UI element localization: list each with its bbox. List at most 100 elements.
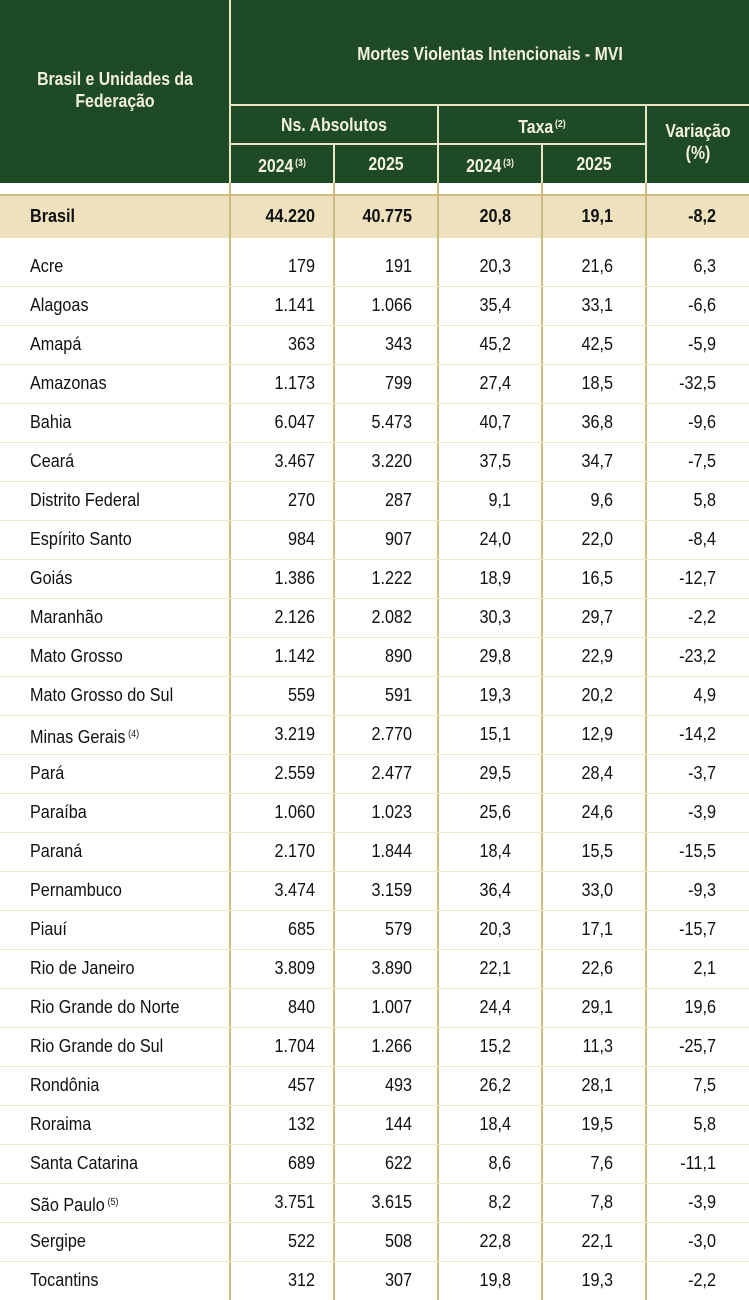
header-divider <box>333 145 335 183</box>
cell-rate-2025: 15,5 <box>581 841 613 861</box>
cell-rate-2024: 36,4 <box>479 880 511 900</box>
cell-abs-2024: 2.559 <box>274 763 315 783</box>
state-name: Amapá <box>30 334 82 354</box>
cell-abs-2025: 622 <box>384 1153 412 1173</box>
cell-rate-2024: 15,2 <box>479 1036 511 1056</box>
cell-rate-2024: 19,8 <box>479 1270 511 1290</box>
state-name: Maranhão <box>30 607 103 627</box>
col-2024-abs: 2024 (3) <box>258 156 306 176</box>
cell-abs-2025: 493 <box>384 1075 412 1095</box>
cell-abs-2024: 522 <box>287 1231 315 1251</box>
row-separator <box>0 1027 749 1028</box>
cell-abs-2024: 3.219 <box>274 724 315 744</box>
cell-rate-2025: 7,6 <box>590 1153 613 1173</box>
cell-abs-2024: 1.060 <box>274 802 315 822</box>
cell-rate-2025: 33,1 <box>581 295 613 315</box>
cell-abs-2024: 270 <box>287 490 315 510</box>
cell-abs-2025: 1.007 <box>371 997 412 1017</box>
cell-rate-2024: 9,1 <box>488 490 511 510</box>
cell-abs-2024: 3.751 <box>274 1192 315 1212</box>
state-name: Rio Grande do Sul <box>30 1036 164 1056</box>
cell-rate-2024: 35,4 <box>479 295 511 315</box>
cell-abs-2024: 457 <box>287 1075 315 1095</box>
total-abs-2025: 40.775 <box>362 206 412 226</box>
header-divider <box>645 106 647 183</box>
state-name: Ceará <box>30 451 75 471</box>
cell-abs-2024: 1.386 <box>274 568 315 588</box>
cell-rate-2025: 22,6 <box>581 958 613 978</box>
cell-rate-2024: 37,5 <box>479 451 511 471</box>
row-separator <box>0 559 749 560</box>
row-separator <box>0 481 749 482</box>
cell-rate-2024: 18,4 <box>479 841 511 861</box>
cell-rate-2025: 36,8 <box>581 412 613 432</box>
cell-rate-2025: 21,6 <box>581 256 613 276</box>
row-separator <box>0 520 749 521</box>
header-divider <box>541 145 543 183</box>
cell-rate-2025: 22,9 <box>581 646 613 666</box>
state-name: Rio de Janeiro <box>30 958 135 978</box>
cell-abs-2024: 2.126 <box>274 607 315 627</box>
state-name: Distrito Federal <box>30 490 140 510</box>
column-divider <box>645 183 647 1300</box>
cell-abs-2024: 2.170 <box>274 841 315 861</box>
cell-variation: -7,5 <box>688 451 716 471</box>
state-name: Piauí <box>30 919 67 939</box>
cell-rate-2024: 26,2 <box>479 1075 511 1095</box>
cell-variation: 2,1 <box>693 958 716 978</box>
total-rate-2025: 19,1 <box>581 206 613 226</box>
cell-variation: -3,9 <box>688 1192 716 1212</box>
cell-rate-2024: 29,8 <box>479 646 511 666</box>
cell-abs-2025: 191 <box>384 256 412 276</box>
cell-abs-2025: 3.890 <box>371 958 412 978</box>
state-name: São Paulo (5) <box>30 1195 119 1215</box>
indicator-title: Mortes Violentas Intencionais - MVI <box>357 44 623 64</box>
cell-abs-2025: 1.844 <box>371 841 412 861</box>
column-divider <box>437 183 439 1300</box>
cell-abs-2025: 343 <box>384 334 412 354</box>
cell-rate-2024: 18,4 <box>479 1114 511 1134</box>
cell-rate-2024: 20,3 <box>479 919 511 939</box>
state-name: Paraná <box>30 841 83 861</box>
cell-abs-2024: 3.467 <box>274 451 315 471</box>
total-abs-2024: 44.220 <box>265 206 315 226</box>
row-separator <box>0 1105 749 1106</box>
cell-rate-2025: 29,1 <box>581 997 613 1017</box>
cell-abs-2025: 890 <box>384 646 412 666</box>
state-name: Sergipe <box>30 1231 86 1251</box>
cell-rate-2024: 8,2 <box>488 1192 511 1212</box>
cell-variation: -15,7 <box>679 919 716 939</box>
cell-rate-2024: 8,6 <box>488 1153 511 1173</box>
cell-abs-2025: 3.615 <box>371 1192 412 1212</box>
cell-rate-2025: 17,1 <box>581 919 613 939</box>
cell-rate-2024: 24,0 <box>479 529 511 549</box>
cell-abs-2025: 591 <box>384 685 412 705</box>
cell-rate-2025: 24,6 <box>581 802 613 822</box>
header-divider <box>437 106 439 183</box>
region-column-header: Brasil e Unidades da Federação <box>37 69 193 111</box>
absolute-numbers-header: Ns. Absolutos <box>281 115 387 135</box>
cell-rate-2025: 11,3 <box>582 1036 613 1056</box>
row-separator <box>0 988 749 989</box>
cell-rate-2024: 20,3 <box>479 256 511 276</box>
row-separator <box>0 1144 749 1145</box>
table-header: Brasil e Unidades da Federação Mortes Vi… <box>0 0 749 183</box>
cell-abs-2024: 179 <box>287 256 315 276</box>
row-separator <box>0 832 749 833</box>
row-separator <box>0 598 749 599</box>
cell-abs-2025: 2.082 <box>371 607 412 627</box>
cell-abs-2024: 312 <box>287 1270 315 1290</box>
cell-abs-2024: 132 <box>287 1114 315 1134</box>
cell-variation: -12,7 <box>679 568 716 588</box>
cell-rate-2024: 19,3 <box>479 685 511 705</box>
rate-header: Taxa (2) <box>518 117 566 137</box>
cell-variation: 6,3 <box>693 256 716 276</box>
column-divider <box>333 183 335 1300</box>
row-separator <box>0 1261 749 1262</box>
cell-variation: -3,7 <box>688 763 716 783</box>
state-name: Amazonas <box>30 373 107 393</box>
state-name: Mato Grosso <box>30 646 123 666</box>
header-divider <box>229 0 231 183</box>
cell-abs-2025: 5.473 <box>371 412 412 432</box>
cell-variation: -25,7 <box>679 1036 716 1056</box>
